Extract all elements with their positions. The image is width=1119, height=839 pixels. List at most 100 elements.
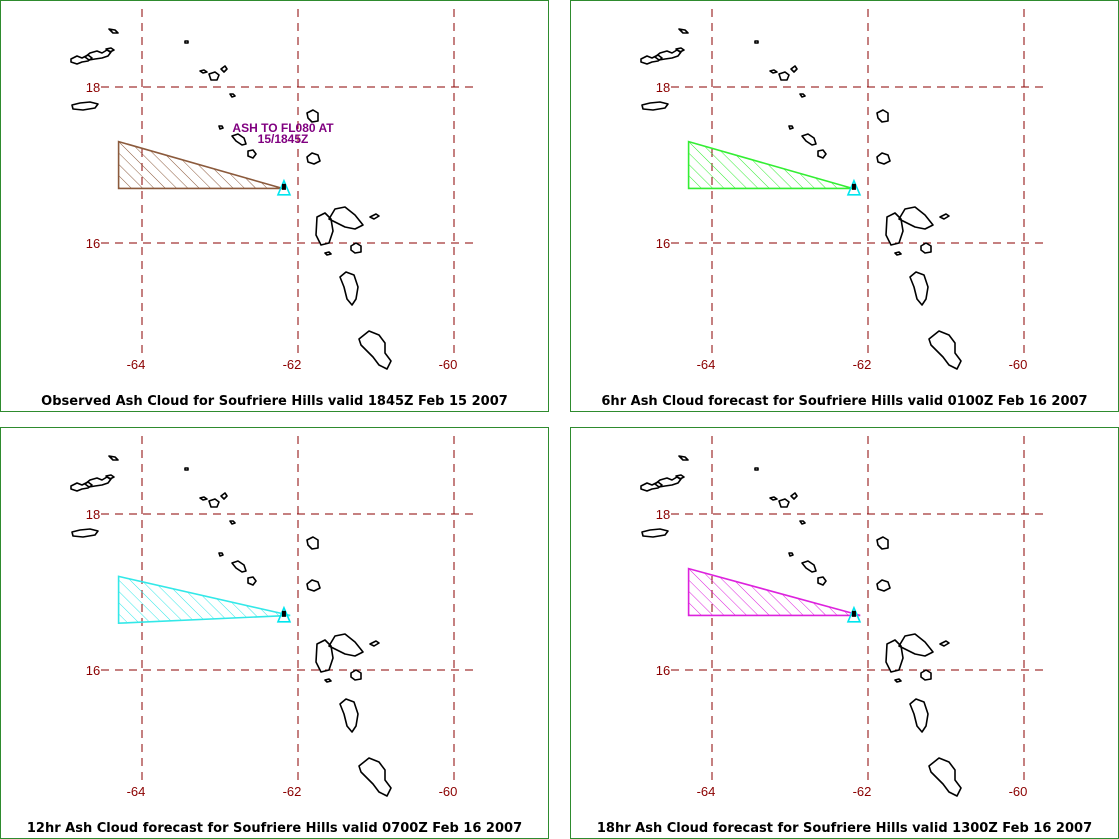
island-les-saintes bbox=[324, 251, 332, 256]
ash-annotation-line1: ASH TO FL080 AT bbox=[232, 121, 334, 135]
island-anguilla bbox=[199, 496, 208, 501]
island-desirade bbox=[939, 640, 950, 647]
island-guadeloupe-grande-terre bbox=[898, 633, 934, 657]
island-martinique bbox=[928, 330, 962, 370]
island-st-croix bbox=[641, 528, 669, 538]
island-st-barts bbox=[790, 492, 798, 500]
volcano-marker bbox=[276, 178, 292, 196]
island-st-martin bbox=[778, 71, 790, 81]
island-st-barts bbox=[220, 492, 228, 500]
lat-label: 16 bbox=[656, 663, 670, 678]
island-st-martin bbox=[778, 498, 790, 508]
island-virgin-islands bbox=[105, 474, 115, 480]
island-saba bbox=[788, 125, 794, 130]
lon-label: -60 bbox=[1009, 357, 1028, 372]
island-martinique bbox=[358, 330, 392, 370]
island-desirade bbox=[369, 213, 380, 220]
volcano-marker bbox=[276, 605, 292, 623]
island-martinique bbox=[928, 757, 962, 797]
ash-annotation-line2: 15/1845Z bbox=[258, 132, 309, 146]
island-guadeloupe-grande-terre bbox=[328, 206, 364, 230]
island-st-barts bbox=[790, 65, 798, 73]
lon-label: -64 bbox=[127, 784, 146, 799]
lat-label: 18 bbox=[656, 507, 670, 522]
island-nevis bbox=[817, 576, 827, 586]
lat-label: 16 bbox=[86, 236, 100, 251]
ash-cloud-polygon bbox=[687, 140, 853, 190]
island-virgin-islands bbox=[108, 28, 119, 34]
island-les-saintes bbox=[894, 251, 902, 256]
island-sombrero bbox=[184, 40, 189, 44]
island-dominica bbox=[339, 271, 359, 306]
island-guadeloupe-grande-terre bbox=[328, 633, 364, 657]
island-virgin-islands bbox=[678, 455, 689, 461]
panel-caption: 18hr Ash Cloud forecast for Soufriere Hi… bbox=[596, 821, 1093, 836]
island-st-croix bbox=[71, 101, 99, 111]
lat-label: 18 bbox=[86, 507, 100, 522]
island-marie-galante bbox=[350, 669, 362, 681]
island-anguilla bbox=[769, 69, 778, 74]
island-st-kitts bbox=[801, 133, 817, 146]
island-martinique bbox=[358, 757, 392, 797]
island-st-martin bbox=[208, 498, 220, 508]
island-dominica bbox=[909, 271, 929, 306]
lon-label: -62 bbox=[853, 784, 872, 799]
panel-caption: Observed Ash Cloud for Soufriere Hills v… bbox=[41, 394, 508, 409]
island-guadeloupe-basse-terre bbox=[885, 639, 904, 673]
lon-label: -60 bbox=[439, 357, 458, 372]
island-desirade bbox=[369, 640, 380, 647]
island-marie-galante bbox=[350, 242, 362, 254]
volcano-island bbox=[281, 610, 286, 617]
island-saba bbox=[218, 125, 224, 130]
island-st-croix bbox=[71, 528, 99, 538]
island-marie-galante bbox=[920, 242, 932, 254]
island-dominica bbox=[339, 698, 359, 733]
lon-label: -62 bbox=[283, 784, 302, 799]
island-barbuda bbox=[799, 520, 806, 525]
island-nevis bbox=[247, 576, 257, 586]
island-virgin-islands bbox=[675, 474, 685, 480]
island-barbuda bbox=[229, 520, 236, 525]
island-montserrat bbox=[306, 152, 321, 165]
ash-cloud-polygon bbox=[117, 575, 291, 625]
map-panel-18hr-forecast: 18 16 -64 -62 -60 18hr Ash Cloud forecast fo… bbox=[570, 427, 1119, 839]
island-guadeloupe-basse-terre bbox=[315, 212, 334, 246]
lon-label: -64 bbox=[697, 357, 716, 372]
island-anguilla bbox=[769, 496, 778, 501]
island-dominica bbox=[909, 698, 929, 733]
island-saba bbox=[218, 552, 224, 557]
island-st-kitts bbox=[231, 133, 247, 146]
island-antigua bbox=[876, 536, 889, 550]
island-anguilla bbox=[199, 69, 208, 74]
volcano-island bbox=[851, 183, 856, 190]
island-guadeloupe-basse-terre bbox=[315, 639, 334, 673]
island-virgin-islands bbox=[678, 28, 689, 34]
island-barbuda bbox=[229, 93, 236, 98]
map-canvas: 18 16 -64 -62 -60 bbox=[640, 9, 1049, 372]
lon-label: -60 bbox=[1009, 784, 1028, 799]
lat-label: 18 bbox=[656, 80, 670, 95]
island-les-saintes bbox=[324, 678, 332, 683]
volcano-marker bbox=[846, 178, 862, 196]
lon-label: -64 bbox=[127, 357, 146, 372]
lon-label: -62 bbox=[283, 357, 302, 372]
ash-cloud-polygon bbox=[117, 140, 283, 190]
island-sombrero bbox=[754, 40, 759, 44]
panel-caption: 6hr Ash Cloud forecast for Soufriere Hil… bbox=[601, 394, 1088, 409]
volcano-island bbox=[281, 183, 286, 190]
island-antigua bbox=[876, 109, 889, 123]
island-st-martin bbox=[208, 71, 220, 81]
map-panel-6hr-forecast: 18 16 -64 -62 -60 6hr Ash Cloud forecast for… bbox=[570, 0, 1119, 412]
island-virgin-islands bbox=[105, 47, 115, 53]
island-guadeloupe-basse-terre bbox=[885, 212, 904, 246]
volcano-marker bbox=[846, 605, 862, 623]
island-montserrat bbox=[876, 579, 891, 592]
island-virgin-islands bbox=[108, 455, 119, 461]
panel-caption: 12hr Ash Cloud forecast for Soufriere Hi… bbox=[26, 821, 523, 836]
island-virgin-islands bbox=[675, 47, 685, 53]
lat-label: 16 bbox=[656, 236, 670, 251]
island-st-barts bbox=[220, 65, 228, 73]
lon-label: -62 bbox=[853, 357, 872, 372]
map-canvas: 18 16 -64 -62 -60 bbox=[640, 436, 1049, 799]
